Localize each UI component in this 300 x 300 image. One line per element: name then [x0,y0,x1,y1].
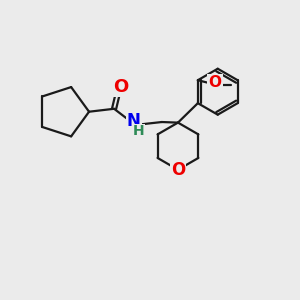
Text: O: O [208,75,221,90]
Text: N: N [127,112,141,130]
Text: O: O [113,78,128,96]
Text: O: O [171,161,185,179]
Text: H: H [133,124,145,138]
